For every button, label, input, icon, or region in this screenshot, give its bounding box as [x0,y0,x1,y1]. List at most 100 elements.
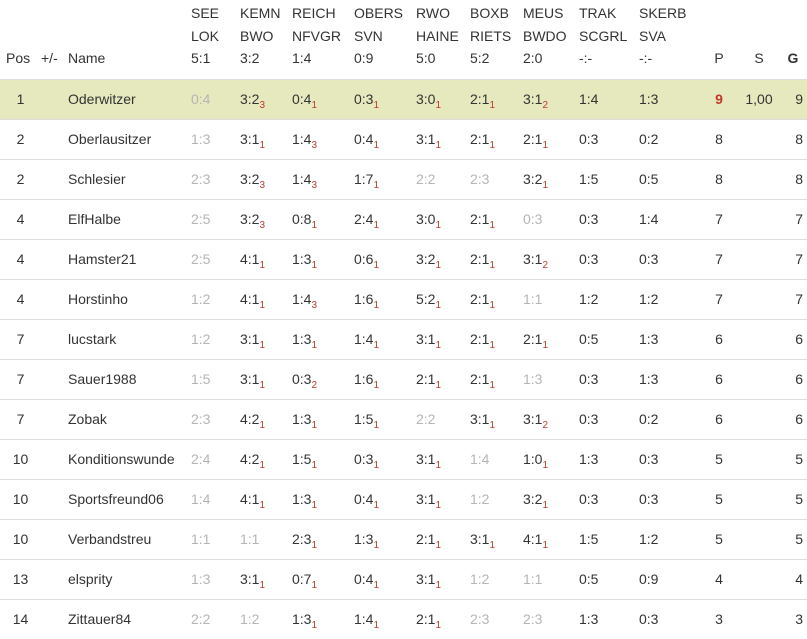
tip-score: 0:4 [354,571,374,587]
header-diff[interactable]: +/- [41,50,58,66]
table-row[interactable]: 13 elsprity 1:3 3:11 0:71 0:41 3:11 1:2 1:1 0:5 0:… [0,559,807,599]
points-cell: 8 [715,171,723,187]
diff-cell [41,599,68,639]
tip-cell: 1:61 [354,279,416,319]
tip-score: 1:2 [639,291,659,307]
table-row[interactable]: 10 Verbandstreu 1:1 1:1 2:31 1:31 2:11 3:11 4:11… [0,519,807,559]
total-cell: 6 [795,371,803,387]
table-row[interactable]: 14 Zittauer84 2:2 1:2 1:31 1:41 2:11 2:3 2:3 1:3 0… [0,599,807,639]
header-total[interactable]: G [787,50,799,66]
tip-points: 1 [373,139,380,151]
player-name[interactable]: Zobak [68,411,107,427]
header-match[interactable]: KEMN BWO 3:2 [240,5,281,66]
tip-score: 3:0 [416,91,436,107]
table-row[interactable]: 10 Konditionswunde 2:4 4:21 1:51 0:31 3:11 1:4 1… [0,439,807,479]
header-name[interactable]: Name [68,50,106,66]
position-cell: 4 [16,251,25,267]
header-match[interactable]: RWO HAINE 5:0 [416,5,459,66]
tip-score: 0:8 [292,211,312,227]
player-name[interactable]: Oderwitzer [68,91,136,107]
tip-score: 2:2 [191,611,211,628]
tip-cell: 0:5 [579,319,639,359]
header-match[interactable]: MEUS BWDO 2:0 [523,5,567,66]
tip-cell: 0:31 [354,439,416,479]
tip-score: 0:3 [354,91,374,107]
player-name[interactable]: Sauer1988 [68,371,137,387]
tip-score: 2:1 [470,331,490,347]
player-name[interactable]: Horstinho [68,291,128,307]
tip-cell: 1:43 [292,119,354,159]
player-name[interactable]: Schlesier [68,171,126,187]
tip-score: 1:7 [354,171,374,187]
table-row[interactable]: 4 Horstinho 1:2 4:11 1:43 1:61 5:21 2:11 1:1 1:2 1… [0,279,807,319]
player-name[interactable]: lucstark [68,331,117,347]
tip-points: 1 [542,499,549,511]
total-cell: 5 [795,531,803,547]
header-pos[interactable]: Pos [6,50,31,66]
tip-score: 0:3 [639,611,659,628]
header-points[interactable]: P [714,50,724,66]
player-name[interactable]: Zittauer84 [68,611,132,628]
tip-score: 4:1 [523,531,543,547]
tip-score: 1:1 [240,531,260,547]
tip-points: 3 [311,179,318,191]
tip-score: 3:2 [240,91,260,107]
tip-points: 1 [259,419,266,431]
player-name[interactable]: Sportsfreund06 [68,491,164,507]
table-row[interactable]: 2 Oberlausitzer 1:3 3:11 1:43 0:41 3:11 2:11 2:1… [0,119,807,159]
tip-points: 1 [311,459,318,471]
header-match[interactable]: TRAK SCGRL -:- [579,5,628,66]
header-match[interactable]: BOXB RIETS 5:2 [470,5,512,66]
tip-points: 1 [489,139,496,151]
header-match[interactable]: SKERB SVA -:- [639,5,687,66]
tip-points: 1 [259,379,266,391]
tip-points: 1 [311,219,318,231]
tip-score: 1:4 [639,211,659,227]
table-row[interactable]: 7 Sauer1988 1:5 3:11 0:32 1:61 2:11 2:11 1:3 0:3 1… [0,359,807,399]
player-name[interactable]: Oberlausitzer [68,131,152,147]
tip-cell: 2:5 [191,239,240,279]
tip-cell: 2:11 [416,599,470,639]
player-name[interactable]: Konditionswunde [68,451,175,467]
table-row[interactable]: 4 ElfHalbe 2:5 3:23 0:81 2:41 3:01 2:11 0:3 0:3 1:… [0,199,807,239]
tip-points: 1 [435,379,442,391]
player-name[interactable]: Verbandstreu [68,531,152,547]
tip-cell: 0:5 [579,559,639,599]
tip-cell: 0:9 [639,559,699,599]
tip-score: 3:0 [416,211,436,227]
tip-cell: 4:11 [240,479,292,519]
header-match[interactable]: OBERS SVN 0:9 [354,5,404,66]
tip-cell: 0:3 [579,239,639,279]
player-name[interactable]: elsprity [68,571,113,587]
table-row[interactable]: 1 Oderwitzer 0:4 3:23 0:41 0:31 3:01 2:11 3:12 1:… [0,79,807,119]
tip-score: 1:3 [579,611,599,628]
table-row[interactable]: 7 Zobak 2:3 4:21 1:31 1:51 2:2 3:11 3:12 0:3 0:2 6 6 [0,399,807,439]
tip-points: 1 [489,299,496,311]
diff-cell [41,359,68,399]
table-row[interactable]: 4 Hamster21 2:5 4:11 1:31 0:61 3:21 2:11 3:12 0:3… [0,239,807,279]
tip-points: 1 [259,299,266,311]
player-name[interactable]: ElfHalbe [68,211,121,227]
table-row[interactable]: 2 Schlesier 2:3 3:23 1:43 1:71 2:2 2:3 3:21 1:5 0:… [0,159,807,199]
tip-cell: 2:11 [470,319,523,359]
tip-score: 1:1 [523,291,543,307]
table-row[interactable]: 7 lucstark 1:2 3:11 1:31 1:41 3:11 2:11 2:11 0:5 1… [0,319,807,359]
s-cell [739,119,779,159]
player-name[interactable]: Hamster21 [68,251,137,267]
header-s[interactable]: S [754,50,764,66]
total-cell: 8 [795,171,803,187]
tip-cell: 1:71 [354,159,416,199]
diff-cell [41,559,68,599]
position-cell: 7 [16,411,25,427]
header-match[interactable]: REICH NFVGR 1:4 [292,5,341,66]
total-cell: 6 [795,411,803,427]
tip-cell: 2:2 [416,159,470,199]
tip-points: 1 [259,339,266,351]
tip-cell: 1:31 [292,479,354,519]
table-row[interactable]: 10 Sportsfreund06 1:4 4:11 1:31 0:41 3:11 1:2 3:… [0,479,807,519]
tip-score: 2:1 [416,611,436,628]
s-cell [739,279,779,319]
header-match[interactable]: SEE LOK 5:1 [191,5,220,66]
tip-score: 1:4 [292,171,312,187]
tip-cell: 1:51 [292,439,354,479]
